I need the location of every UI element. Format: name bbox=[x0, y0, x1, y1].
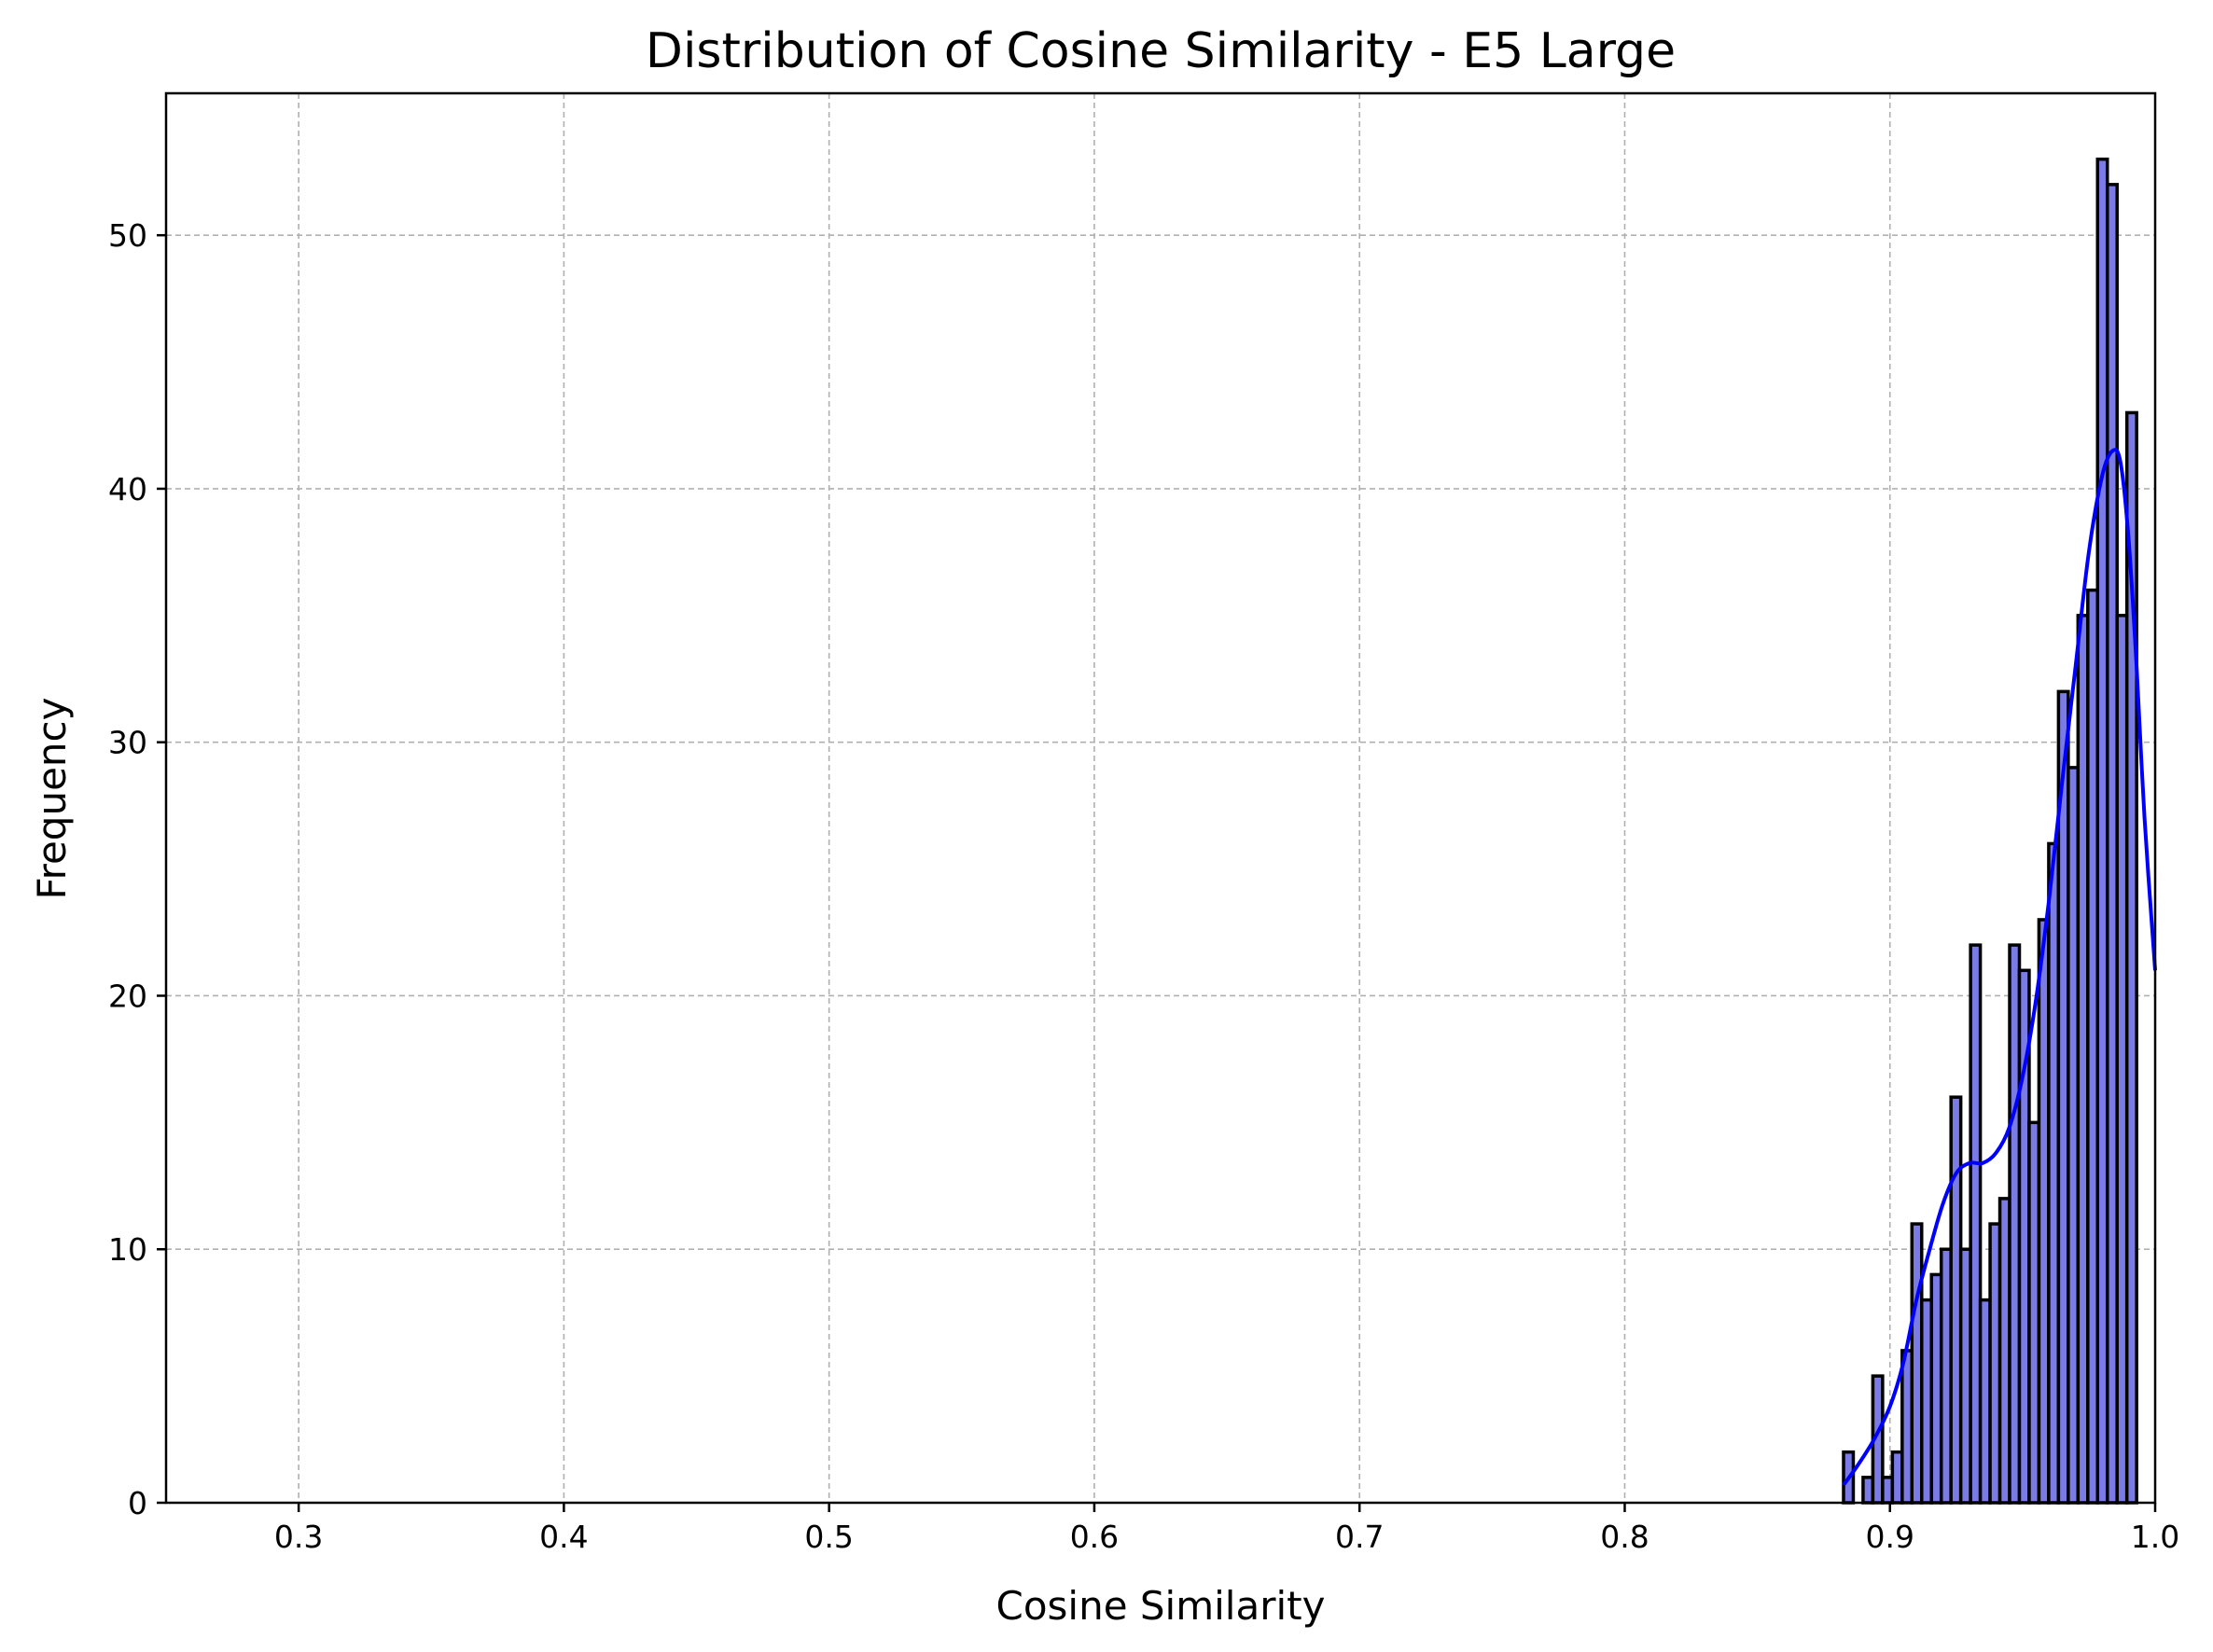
y-tick-label: 20 bbox=[108, 978, 147, 1014]
kde-curve bbox=[1842, 448, 2157, 1487]
chart-title: Distribution of Cosine Similarity - E5 L… bbox=[646, 23, 1676, 79]
x-axis-label: Cosine Similarity bbox=[996, 1583, 1326, 1629]
plot-frame bbox=[164, 91, 2157, 1505]
x-tick-label: 0.4 bbox=[539, 1519, 588, 1555]
bars-layer bbox=[1842, 157, 2138, 1505]
x-tick-label: 0.3 bbox=[274, 1519, 323, 1555]
y-tick-label: 10 bbox=[108, 1231, 147, 1268]
y-axis-label: Frequency bbox=[29, 698, 75, 900]
grid-layer bbox=[166, 93, 2155, 1503]
y-tick-label: 40 bbox=[108, 471, 147, 507]
y-tick-label: 50 bbox=[108, 217, 147, 254]
x-tick-label: 0.6 bbox=[1070, 1519, 1119, 1555]
x-tick-label: 1.0 bbox=[2131, 1519, 2179, 1555]
y-tick-label: 0 bbox=[128, 1485, 147, 1521]
y-axis-ticks: 0 10 20 30 40 50 bbox=[108, 217, 166, 1521]
x-tick-label: 0.8 bbox=[1600, 1519, 1649, 1555]
kde-layer bbox=[1842, 448, 2157, 1487]
x-axis-ticks: 0.3 0.4 0.5 0.6 0.7 0.8 0.9 1.0 bbox=[274, 1503, 2179, 1555]
y-tick-label: 30 bbox=[108, 725, 147, 761]
x-tick-label: 0.9 bbox=[1865, 1519, 1914, 1555]
x-tick-label: 0.7 bbox=[1335, 1519, 1384, 1555]
x-tick-label: 0.5 bbox=[804, 1519, 853, 1555]
